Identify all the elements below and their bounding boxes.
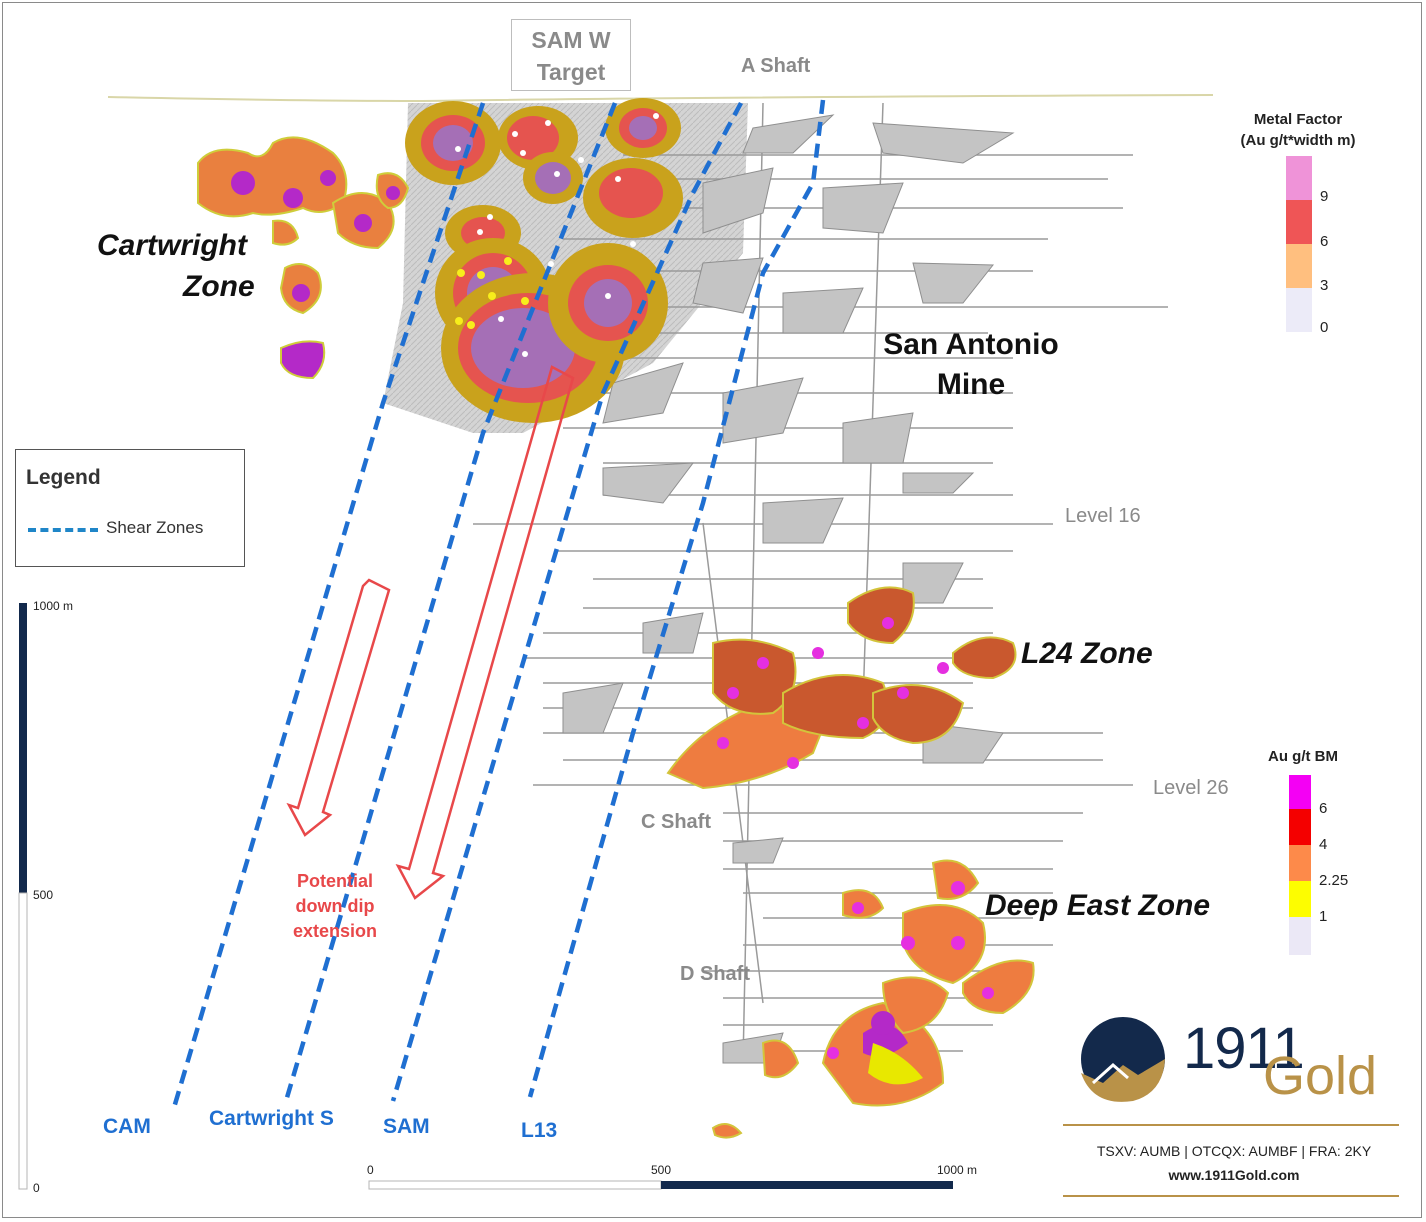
down-dip-arrows: [286, 365, 575, 900]
sam-w-target-label: SAM W Target: [511, 19, 631, 91]
metal-factor-swatch: [1286, 200, 1312, 244]
au-swatch: [1289, 809, 1311, 845]
au-colorbar-title: Au g/t BM: [1268, 748, 1338, 765]
surface-line: [107, 94, 1214, 103]
l24-zone-blobs: [666, 586, 1017, 790]
horizontal-scale-right: 1000 m: [937, 1163, 978, 1177]
sam-w-contours: [405, 98, 683, 423]
potential-label-line1: Potential: [296, 871, 373, 891]
metal-factor-title-line2: (Au g/t*width m): [1240, 132, 1356, 149]
brand-number: 1911: [1183, 1016, 1305, 1081]
shear-sam: [390, 101, 743, 1102]
shear-label-cam: CAM: [103, 1115, 151, 1138]
deep-east-zone-label: Deep East Zone: [985, 889, 1211, 922]
level-26-label: Level 26: [1153, 777, 1229, 799]
d-shaft-label: D Shaft: [680, 963, 750, 985]
au-colorbar-tick: 1: [1319, 908, 1328, 925]
shear-cam: [170, 102, 486, 1112]
potential-label-line2: down dip: [295, 896, 375, 916]
au-colorbar-tick: 4: [1319, 836, 1328, 853]
legend-dash-swatch: [28, 528, 98, 532]
cartwright-zone-label-line2: Zone: [183, 270, 255, 303]
brand-tickers: TSXV: AUMB | OTCQX: AUMBF | FRA: 2KY: [1096, 1143, 1372, 1159]
au-colorbar-tick: 6: [1319, 800, 1328, 817]
metal-factor-tick: 9: [1320, 188, 1329, 205]
shear-label-cartwright-s: Cartwright S: [209, 1107, 334, 1130]
au-swatch: [1289, 845, 1311, 881]
vertical-scale-mid: 500: [33, 888, 54, 902]
metal-factor-colorbar: [1286, 156, 1312, 332]
shear-label-l13: L13: [521, 1119, 558, 1142]
drill-intercepts: [455, 113, 659, 357]
au-swatch: [1289, 775, 1311, 809]
shear-cartwright-s: [283, 102, 618, 1102]
legend-title: Legend: [26, 466, 101, 489]
legend-item-shear-zones: Shear Zones: [106, 518, 204, 537]
au-swatch: [1289, 881, 1311, 917]
brand-website[interactable]: www.1911Gold.com: [1168, 1167, 1300, 1183]
vertical-scale-bar: [18, 603, 28, 1190]
stopes: [562, 114, 1015, 1064]
au-colorbar-tick: 2.25: [1319, 872, 1349, 889]
a-shaft-label: A Shaft: [741, 55, 811, 77]
cartwright-zone-blobs: [197, 136, 410, 380]
level-16-label: Level 16: [1065, 505, 1141, 527]
legend-box: Legend Shear Zones: [15, 449, 245, 567]
sam-w-target-text: SAM W Target: [531, 27, 611, 85]
horizontal-scale-left: 0: [367, 1163, 374, 1177]
san-antonio-label-line1: San Antonio: [883, 328, 1059, 361]
shear-label-sam: SAM: [383, 1115, 430, 1138]
long-section-diagram: [18, 94, 1399, 1197]
metal-factor-title-line1: Metal Factor: [1253, 111, 1343, 128]
cartwright-zone-label-line1: Cartwright: [97, 229, 247, 262]
vertical-scale-top: 1000 m: [33, 599, 74, 613]
brand-word: Gold: [1263, 1046, 1378, 1106]
au-swatch: [1289, 917, 1311, 955]
metal-factor-tick: 6: [1320, 233, 1329, 250]
shear-l13: [527, 99, 826, 1098]
metal-factor-swatch: [1286, 288, 1312, 332]
arrow-left: [286, 578, 391, 837]
metal-factor-swatch: [1286, 244, 1312, 288]
l24-zone-label: L24 Zone: [1021, 637, 1153, 670]
arrow-right: [395, 365, 575, 900]
c-shaft-label: C Shaft: [641, 811, 711, 833]
horizontal-scale-bar: [368, 1180, 953, 1190]
metal-factor-swatch: [1286, 156, 1312, 200]
au-colorbar: [1289, 775, 1311, 955]
gold-logo-mark: [1081, 1017, 1165, 1102]
vertical-scale-bottom: 0: [33, 1181, 40, 1195]
shear-zone-lines: [170, 99, 826, 1112]
metal-factor-tick: 0: [1320, 319, 1329, 336]
deep-east-zone-blobs: [711, 859, 1035, 1139]
metal-factor-tick: 3: [1320, 277, 1329, 294]
horizontal-scale-mid: 500: [651, 1163, 672, 1177]
san-antonio-label-line2: Mine: [936, 368, 1006, 401]
potential-label-line3: extension: [292, 921, 378, 941]
